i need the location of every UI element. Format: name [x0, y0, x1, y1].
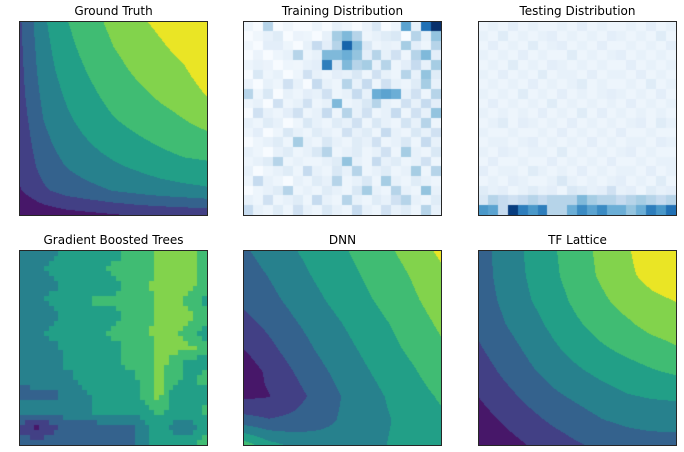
- training-distribution-plot: [244, 22, 441, 215]
- testing-distribution-plot-frame: [478, 21, 677, 216]
- gradient-boosted-trees-plot: [20, 251, 207, 445]
- dnn-plot: [244, 251, 441, 445]
- panel-title: Testing Distribution: [519, 4, 636, 18]
- ground-truth-plot-frame: [19, 21, 208, 216]
- tf-lattice-plot-frame: [478, 250, 677, 446]
- ground-truth-plot: [20, 22, 207, 215]
- testing-distribution-plot: [479, 22, 676, 215]
- tf-lattice-plot: [479, 251, 676, 445]
- panel-title: Ground Truth: [74, 4, 153, 18]
- training-distribution-plot-frame: [243, 21, 442, 216]
- gradient-boosted-trees-plot-frame: [19, 250, 208, 446]
- panel-title: Gradient Boosted Trees: [43, 233, 184, 247]
- panel-title: Training Distribution: [281, 4, 404, 18]
- panel-title: TF Lattice: [548, 233, 607, 247]
- panel-title: DNN: [328, 233, 357, 247]
- dnn-plot-frame: [243, 250, 442, 446]
